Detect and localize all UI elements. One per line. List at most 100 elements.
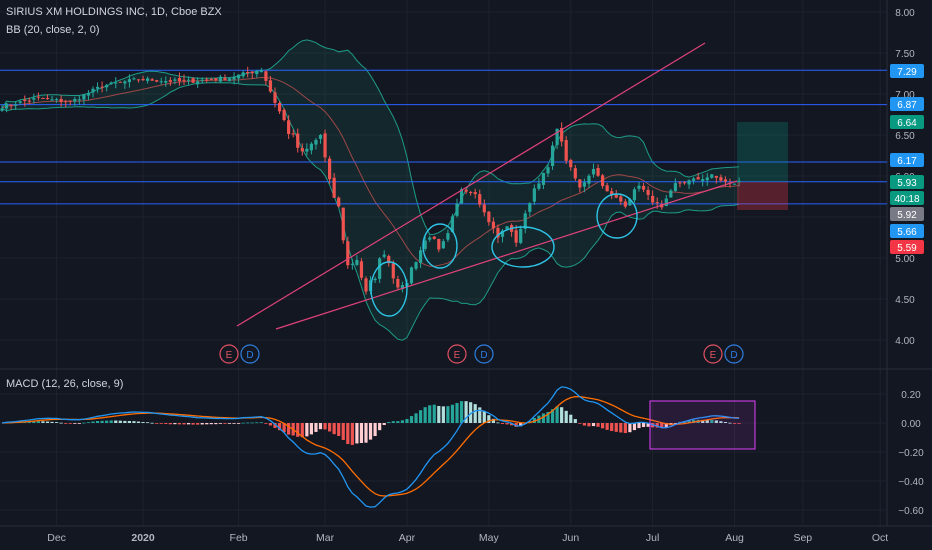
macd-histogram-bar	[473, 404, 477, 423]
price-tick-label: 4.50	[895, 295, 915, 306]
candle-body	[350, 263, 354, 265]
candle-body	[564, 140, 568, 161]
macd-histogram-bar	[541, 413, 546, 423]
candle-body	[628, 199, 632, 206]
candle-body	[300, 148, 304, 152]
macd-histogram-bar	[132, 421, 136, 423]
candle-body	[146, 78, 150, 81]
dividend-marker[interactable]: D	[724, 344, 744, 364]
earnings-marker-label: E	[226, 350, 233, 361]
candle-body	[155, 80, 159, 82]
bb-indicator-label[interactable]: BB (20, close, 2, 0)	[6, 24, 100, 36]
time-tick-label: Jul	[646, 532, 659, 544]
macd-histogram-bar	[400, 420, 404, 423]
price-level-tag: 6.17	[890, 153, 924, 167]
candle-body	[459, 189, 464, 204]
candle-body	[578, 179, 582, 188]
macd-histogram-bar	[41, 421, 45, 423]
macd-histogram-bar	[714, 420, 718, 423]
macd-histogram-bar	[664, 423, 668, 427]
macd-histogram-bar	[314, 423, 318, 432]
macd-histogram-bar	[582, 423, 586, 426]
macd-histogram-bar	[59, 422, 63, 424]
macd-histogram-bar	[623, 423, 627, 434]
candle-body	[77, 99, 81, 101]
lower-trendline	[275, 180, 738, 330]
candle-body	[364, 278, 368, 292]
candle-body	[632, 189, 637, 201]
macd-tick-label: −0.40	[898, 477, 924, 488]
bb-lower-line	[1, 82, 740, 341]
macd-histogram-bar	[209, 423, 213, 425]
candle-body	[623, 201, 627, 207]
time-axis[interactable]: Dec 2020 Feb Mar Apr May Jun Jul Aug Sep Oct	[47, 532, 888, 544]
macd-histogram-bar	[318, 423, 323, 430]
time-tick-label: 2020	[131, 532, 155, 544]
earnings-marker[interactable]: E	[703, 344, 723, 364]
macd-histogram-bar	[419, 410, 423, 423]
time-tick-label: Sep	[793, 532, 812, 544]
candle-body	[455, 203, 459, 216]
macd-histogram-bar	[259, 422, 263, 424]
macd-histogram-bar	[655, 423, 659, 428]
candle-body	[291, 133, 295, 135]
dividend-marker-ring	[240, 344, 260, 364]
candle-body	[528, 203, 532, 212]
macd-line	[1, 386, 740, 508]
price-level-tag: 6.64	[890, 115, 924, 129]
time-tick-label: Jun	[562, 532, 579, 544]
candle-body	[409, 267, 414, 284]
price-level-tag-label: 5.93	[897, 178, 917, 189]
candle-body	[173, 79, 177, 81]
macd-histogram-bar	[450, 404, 455, 423]
dividend-marker[interactable]: D	[240, 344, 260, 364]
macd-histogram-bar	[496, 422, 500, 424]
price-level-tag-bg	[890, 175, 924, 189]
candle-body	[182, 79, 186, 81]
macd-histogram-bar	[368, 423, 373, 440]
candle-body	[332, 177, 336, 198]
macd-histogram-bar	[337, 423, 341, 436]
candle-body	[246, 72, 250, 74]
candle-body	[296, 133, 300, 148]
candle-body	[328, 158, 332, 180]
macd-histogram-bar	[95, 421, 100, 423]
candle-body	[696, 177, 700, 180]
price-axis[interactable]: 8.007.507.006.506.005.505.004.504.007.29…	[890, 8, 924, 517]
candle-body	[692, 178, 696, 181]
price-level-tag: 5.92	[890, 207, 924, 221]
macd-histogram-bar	[155, 423, 159, 424]
macd-histogram-bar	[150, 422, 154, 424]
candle-body	[546, 167, 550, 174]
dividend-marker[interactable]: D	[474, 344, 494, 364]
macd-histogram-bar	[64, 423, 68, 424]
macd-indicator-label[interactable]: MACD (12, 26, close, 9)	[6, 378, 124, 390]
earnings-marker[interactable]: E	[219, 344, 239, 364]
candle-body	[473, 192, 477, 195]
candle-body	[277, 103, 282, 112]
candle-body	[619, 196, 623, 202]
earnings-marker[interactable]: E	[447, 344, 467, 364]
candle-body	[437, 239, 441, 250]
macd-histogram-bar	[387, 421, 391, 423]
candle-body	[482, 204, 486, 213]
candle-body	[287, 120, 291, 134]
candle-body	[605, 185, 609, 192]
macd-histogram-bar	[277, 423, 282, 431]
earnings-marker-label: E	[710, 350, 717, 361]
macd-histogram-bar	[218, 423, 222, 424]
macd-histogram-bar	[514, 423, 518, 427]
macd-tick-label: −0.20	[898, 448, 924, 459]
candle-body	[719, 177, 723, 181]
macd-histogram-bar	[637, 423, 641, 429]
candle-body	[705, 177, 709, 181]
candle-body	[532, 188, 536, 202]
bollinger-band-fill	[1, 39, 740, 341]
candle-body	[32, 98, 36, 100]
candle-body	[710, 174, 714, 178]
candle-body	[428, 237, 432, 240]
candle-body	[227, 78, 232, 82]
macd-histogram-bar	[268, 423, 273, 426]
